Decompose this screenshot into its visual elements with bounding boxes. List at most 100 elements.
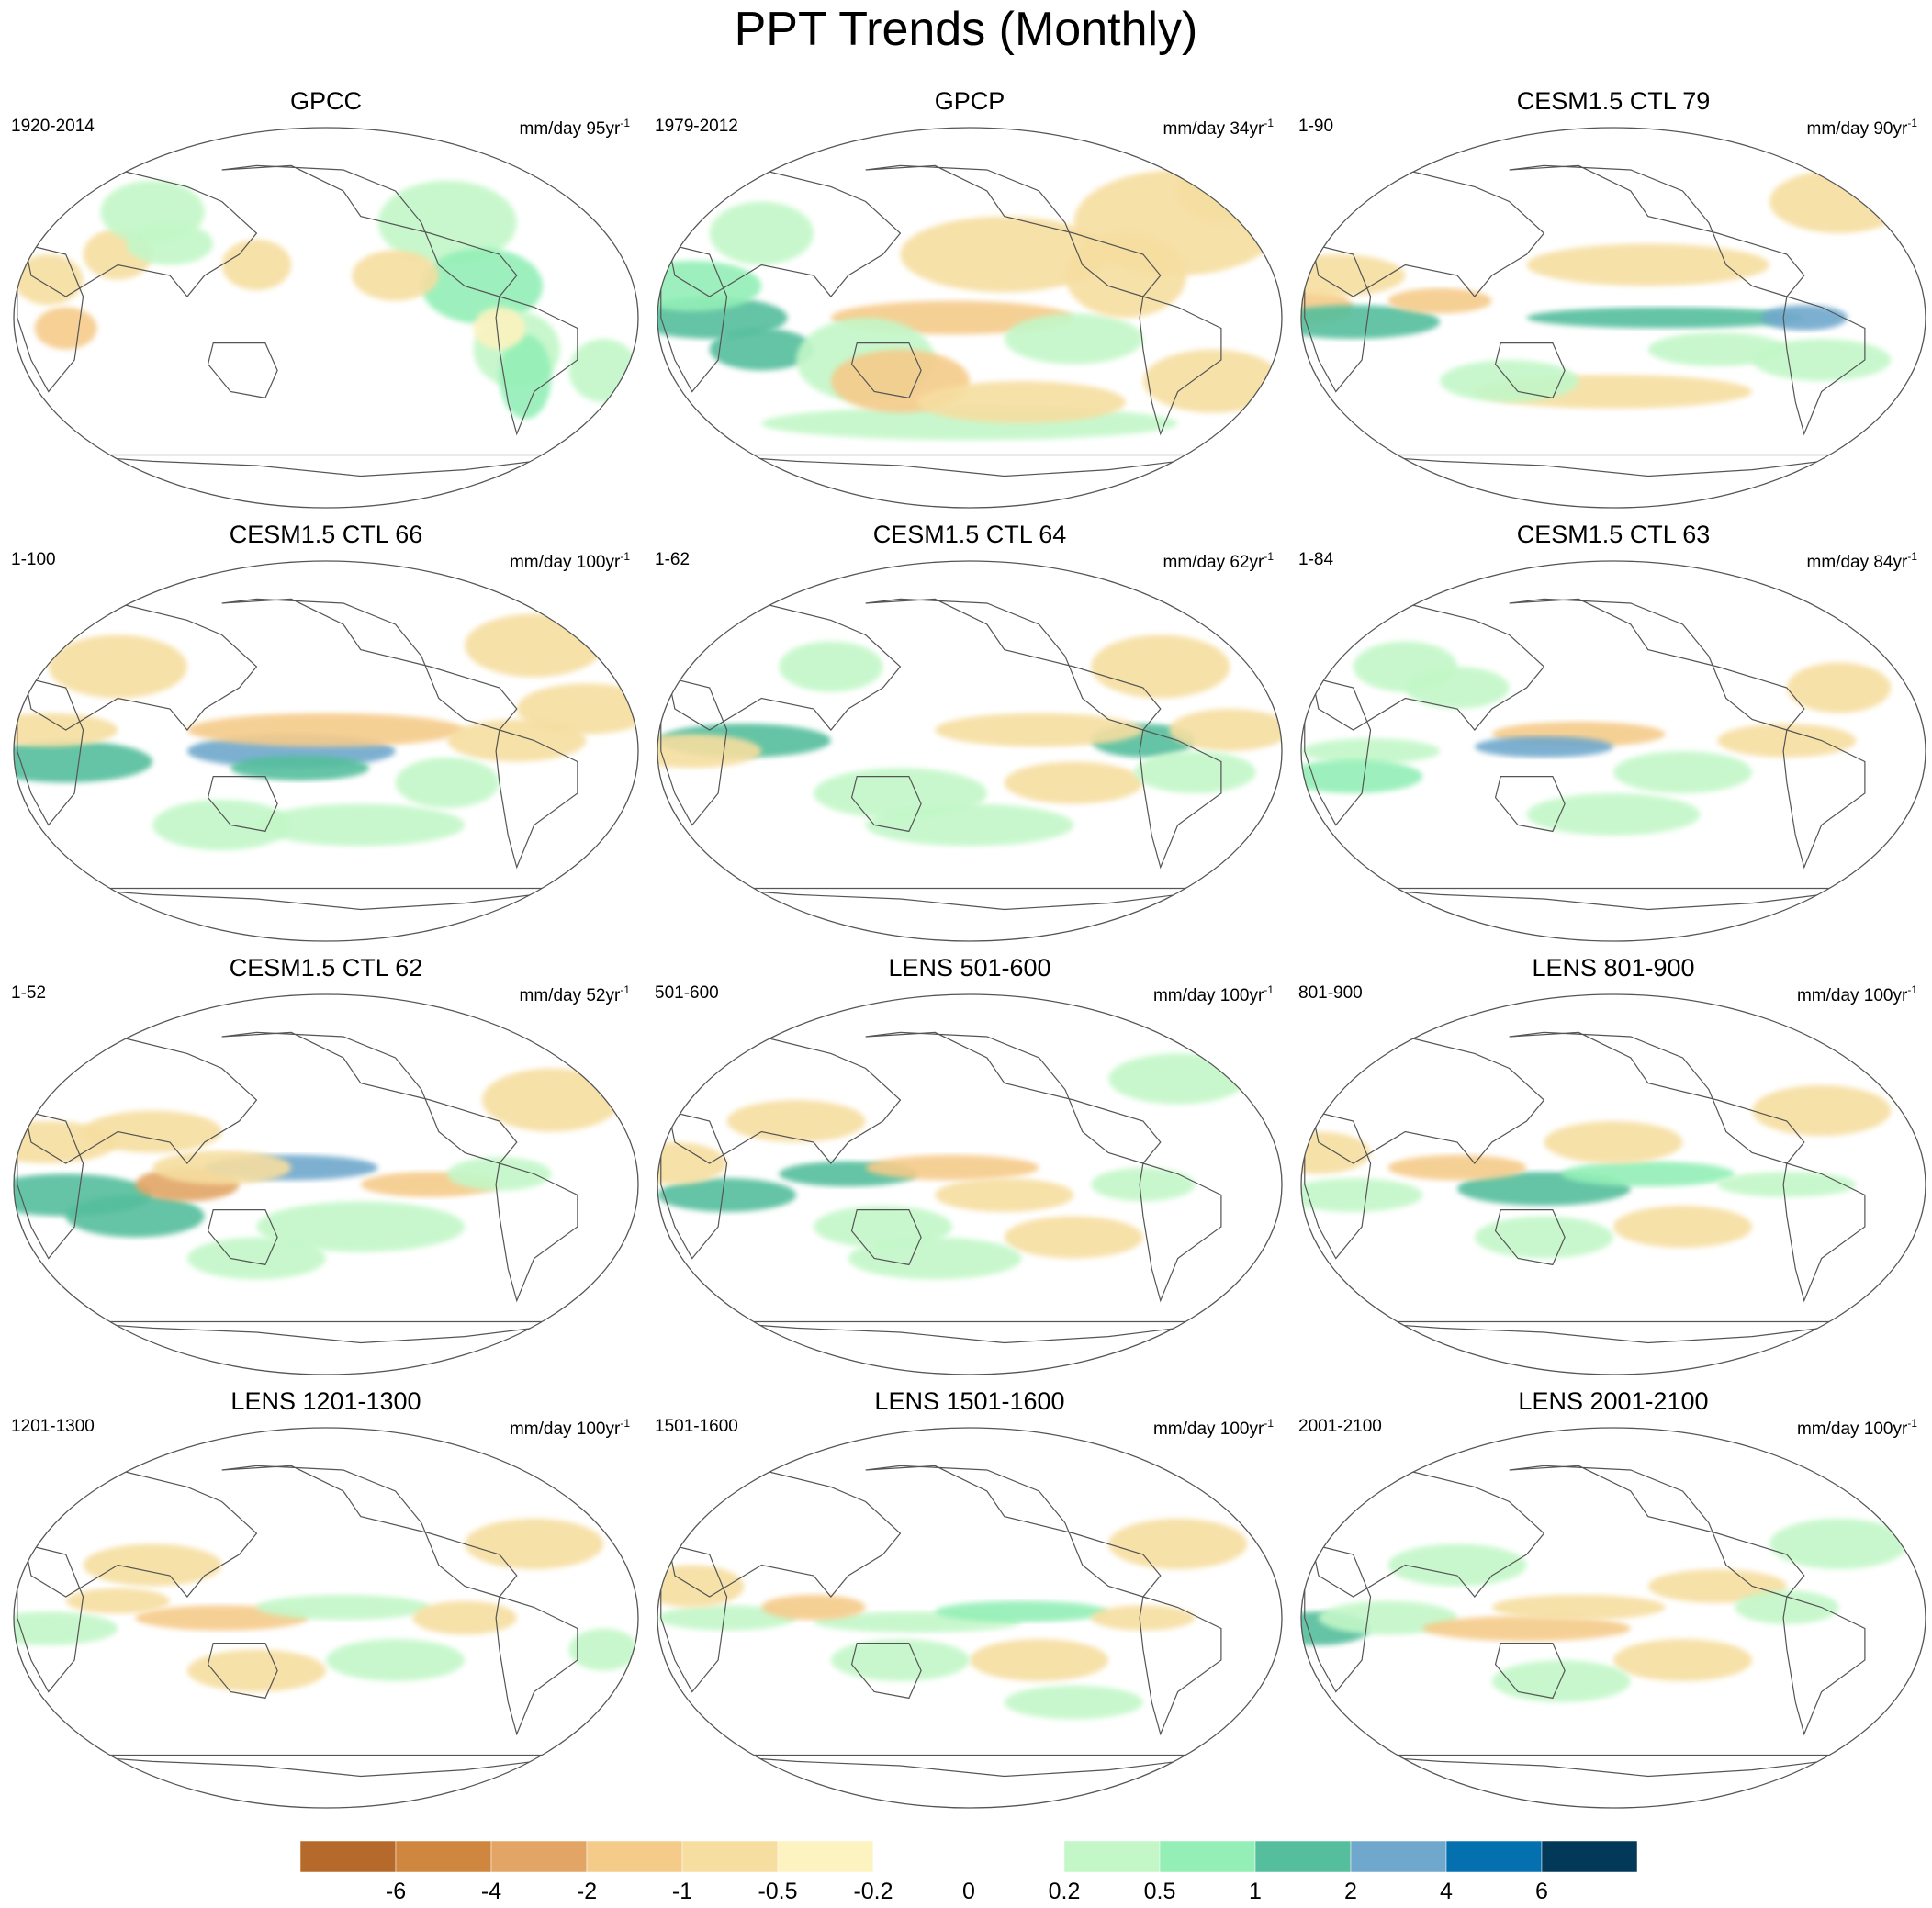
trend-blob: [83, 1543, 222, 1587]
trend-field: [657, 159, 1282, 477]
trend-blob: [1474, 1216, 1613, 1259]
trend-blob: [1474, 735, 1613, 758]
map-panel: LENS 1201-1300 1201-1300 mm/day 100yr-1: [9, 1386, 643, 1818]
trend-blob: [865, 803, 1074, 847]
trend-blob: [1491, 1594, 1666, 1621]
panel-units: mm/day 100yr-1: [1796, 983, 1917, 1005]
trend-field: [1301, 1031, 1892, 1344]
trend-blob: [568, 339, 638, 402]
map-border: [1300, 560, 1926, 942]
trend-blob: [1647, 1569, 1787, 1603]
trend-blob: [1613, 1639, 1753, 1681]
colorbar-tick-label: 0.5: [1143, 1879, 1176, 1904]
map-panel: LENS 1501-1600 1501-1600 mm/day 100yr-1: [653, 1386, 1286, 1818]
trend-blob: [1301, 1178, 1423, 1212]
colorbar-tick-label: -1: [671, 1879, 693, 1904]
trend-blob: [1091, 634, 1230, 699]
colorbar-tick-label: 6: [1535, 1879, 1548, 1904]
coastline: [665, 1031, 902, 1164]
trend-blob: [14, 740, 153, 783]
coastline: [495, 1596, 578, 1736]
trend-blob: [1301, 738, 1441, 764]
robinson-map: [657, 1427, 1283, 1809]
map-border: [1300, 1427, 1926, 1809]
coastline: [1139, 729, 1222, 870]
coastline: [495, 1162, 578, 1303]
panel-period: 1-100: [11, 550, 56, 569]
map-panel: GPCP 1979-2012 mm/day 34yr-1: [653, 86, 1286, 518]
map-border: [13, 993, 639, 1375]
trend-blob: [14, 1611, 118, 1645]
robinson-map: [657, 127, 1283, 509]
coastline: [1782, 296, 1866, 436]
colorbar-swatch: [1254, 1840, 1352, 1873]
trend-blob: [848, 1237, 1022, 1280]
trend-blob: [256, 1201, 466, 1252]
trend-blob: [1169, 709, 1282, 751]
trend-blob: [482, 1068, 622, 1132]
trend-blob: [1004, 1685, 1143, 1720]
coastline: [1782, 1162, 1866, 1303]
trend-field: [14, 1465, 638, 1778]
coastline: [850, 1643, 922, 1700]
panel-title: LENS 1501-1600: [874, 1387, 1065, 1415]
trend-blob: [1318, 1600, 1457, 1635]
trend-blob: [1353, 641, 1457, 692]
trend-blob: [865, 1154, 1039, 1181]
panel-title: LENS 501-600: [888, 954, 1051, 982]
colorbar-swatch: [777, 1840, 874, 1873]
panel-units: mm/day 100yr-1: [509, 1417, 630, 1439]
trend-blob: [230, 755, 370, 781]
trend-blob: [1422, 1615, 1631, 1642]
panel-title: CESM1.5 CTL 62: [229, 954, 423, 982]
panel-period: 501-600: [655, 983, 719, 1003]
trend-blob: [657, 1142, 727, 1184]
trend-blob: [1004, 313, 1143, 365]
trend-blob: [256, 803, 466, 847]
trend-blob: [1301, 759, 1423, 794]
colorbar-tick-label: 1: [1249, 1879, 1262, 1904]
trend-blob: [814, 1206, 953, 1248]
coastline: [207, 776, 278, 833]
panel-units: mm/day 84yr-1: [1806, 550, 1917, 572]
trend-blob: [935, 1600, 1109, 1622]
trend-blob: [709, 328, 814, 371]
trend-blob: [1526, 243, 1769, 286]
map-panel: LENS 2001-2100 2001-2100 mm/day 100yr-1: [1297, 1386, 1930, 1818]
map-border: [657, 993, 1283, 1375]
panel-units: mm/day 52yr-1: [519, 983, 630, 1005]
trend-field: [14, 164, 638, 477]
trend-blob: [352, 250, 439, 301]
colorbar-swatch: [872, 1840, 970, 1873]
trend-blob: [1108, 1053, 1248, 1105]
colorbar-tick-label: -0.5: [758, 1879, 798, 1904]
map-border: [13, 1427, 639, 1809]
map-border: [13, 127, 639, 509]
map-panel: CESM1.5 CTL 79 1-90 mm/day 90yr-1: [1297, 86, 1930, 518]
coastline: [207, 1209, 278, 1266]
map-panel: CESM1.5 CTL 66 1-100 mm/day 100yr-1: [9, 520, 643, 951]
trend-blob: [48, 634, 187, 699]
coastline: [1353, 887, 1874, 911]
colorbar-tick-label: -2: [576, 1879, 598, 1904]
panel-units: mm/day 95yr-1: [519, 117, 630, 139]
trend-blob: [447, 1157, 552, 1191]
trend-blob: [1613, 1206, 1753, 1248]
coastline: [1494, 776, 1566, 833]
colorbar-tick-label: -4: [480, 1879, 502, 1904]
trend-blob: [14, 713, 118, 747]
coastline: [1494, 1209, 1566, 1266]
coastline: [850, 342, 922, 399]
panel-title: GPCP: [934, 87, 1005, 115]
trend-blob: [1387, 1154, 1527, 1181]
colorbar-swatch: [490, 1840, 588, 1873]
trend-blob: [935, 1178, 1074, 1212]
robinson-map: [13, 127, 639, 509]
robinson-map: [13, 560, 639, 942]
map-panel: CESM1.5 CTL 64 1-62 mm/day 62yr-1: [653, 520, 1286, 951]
trend-blob: [1301, 1131, 1371, 1174]
coastline: [1353, 454, 1874, 477]
trend-blob: [1769, 170, 1909, 233]
panel-title: LENS 2001-2100: [1518, 1387, 1709, 1415]
robinson-map: [657, 560, 1283, 942]
